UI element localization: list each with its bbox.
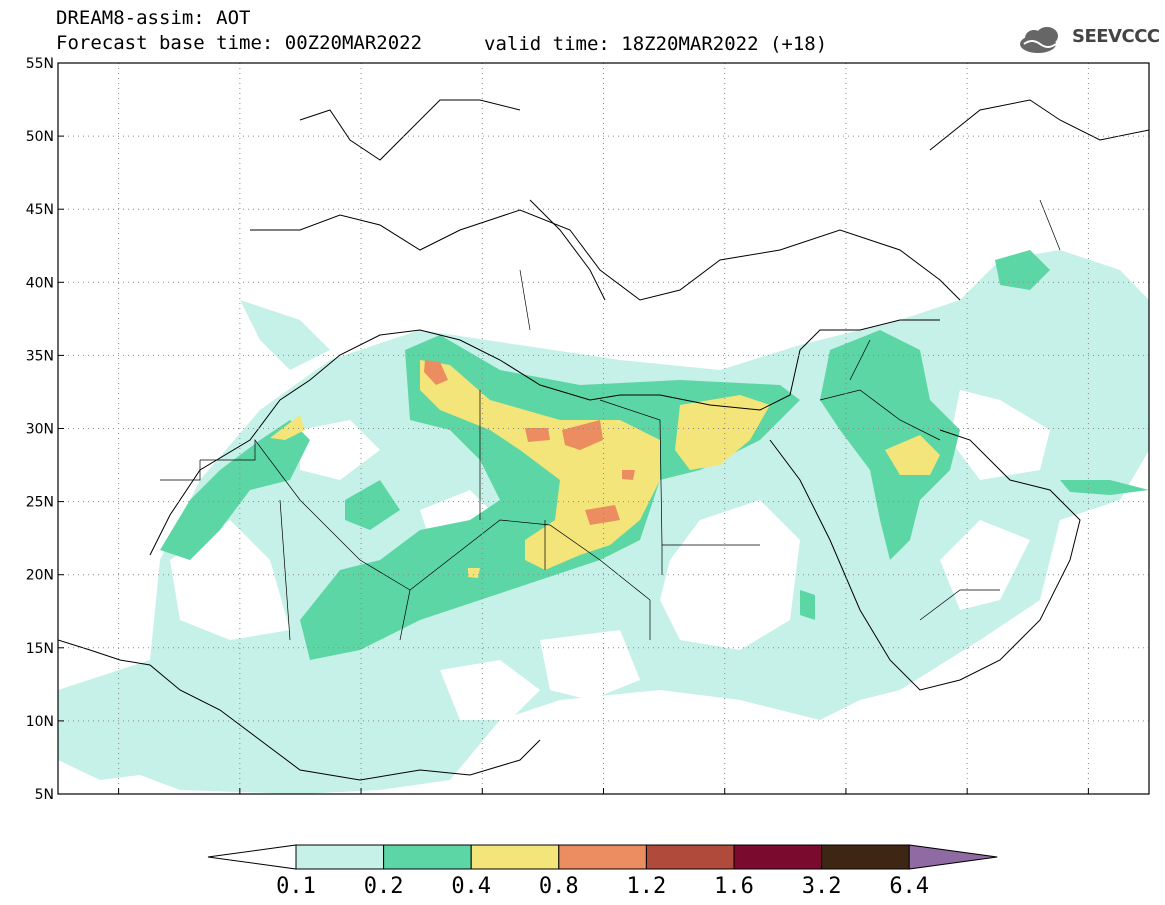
- lat-label: 40N: [26, 275, 54, 291]
- lat-label: 25N: [26, 495, 54, 511]
- coastlines: [58, 99, 1149, 781]
- country-borders: [160, 199, 1061, 641]
- colorbar: 0.1 0.2 0.4 0.8 1.2 1.6 3.2 6.4: [207, 844, 998, 899]
- colorbar-segment: [645, 844, 735, 870]
- latitude-axis: 55N 50N 45N 40N 35N 30N 25N 20N 15N 10N 5N: [26, 56, 64, 800]
- colorbar-segment: [821, 844, 910, 870]
- colorbar-high-arrow: [908, 844, 998, 870]
- colorbar-segment: [558, 844, 647, 870]
- lat-label: 35N: [26, 348, 54, 364]
- colorbar-label: 6.4: [889, 874, 929, 899]
- lat-label: 15N: [26, 641, 54, 657]
- logo-text: SEEVCCC: [1072, 26, 1160, 47]
- colorbar-label: 0.2: [364, 874, 404, 899]
- colorbar-segment: [470, 844, 560, 870]
- aot-field-clear: [170, 390, 1050, 720]
- colorbar-segment: [295, 844, 385, 870]
- map-title: DREAM8-assim: AOT: [56, 7, 251, 29]
- longitude-axis: 20W10W010E20E30E40E50E60E: [118, 788, 1089, 794]
- lat-label: 45N: [26, 202, 54, 218]
- colorbar-label: 0.4: [451, 874, 491, 899]
- colorbar-label: 0.1: [276, 874, 316, 899]
- lat-label: 55N: [26, 56, 54, 72]
- lat-label: 30N: [26, 422, 54, 438]
- forecast-base-time: Forecast base time: 00Z20MAR2022: [56, 32, 423, 54]
- graticule: [58, 63, 1149, 794]
- colorbar-label: 1.6: [714, 874, 754, 899]
- colorbar-segment: [733, 844, 823, 870]
- lat-label: 20N: [26, 568, 54, 584]
- lat-label: 50N: [26, 129, 54, 145]
- cloud-icon: [1020, 27, 1058, 53]
- lat-label: 5N: [35, 787, 54, 800]
- aot-map: 55N 50N 45N 40N 35N 30N 25N 20N 15N 10N 5N 20W10W0…: [26, 56, 1150, 800]
- lat-label: 10N: [26, 714, 54, 730]
- colorbar-label: 0.8: [539, 874, 579, 899]
- colorbar-label: 1.2: [627, 874, 667, 899]
- colorbar-low-arrow: [207, 844, 297, 870]
- colorbar-label: 3.2: [802, 874, 842, 899]
- colorbar-segment: [383, 844, 472, 870]
- aot-field-0.8: [424, 360, 635, 525]
- valid-time: valid time: 18Z20MAR2022 (+18): [484, 33, 828, 55]
